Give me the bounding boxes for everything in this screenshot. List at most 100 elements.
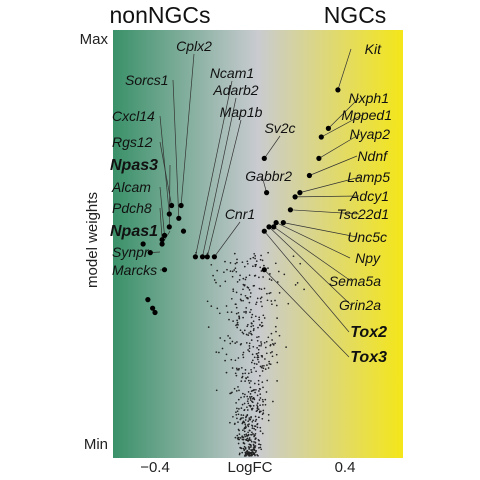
background-point bbox=[256, 394, 259, 397]
background-point bbox=[256, 423, 259, 426]
background-point bbox=[250, 322, 253, 325]
background-point bbox=[240, 417, 243, 419]
background-point bbox=[252, 404, 255, 407]
background-point bbox=[235, 413, 238, 416]
background-point bbox=[262, 367, 265, 370]
background-point bbox=[262, 276, 264, 278]
background-point bbox=[236, 258, 238, 261]
leader-line bbox=[337, 48, 352, 91]
background-point bbox=[253, 284, 256, 287]
background-point bbox=[249, 393, 252, 395]
background-point bbox=[278, 334, 281, 337]
background-point bbox=[254, 263, 257, 266]
background-point bbox=[248, 446, 251, 449]
highlighted-point bbox=[169, 202, 175, 209]
background-point bbox=[236, 437, 239, 439]
background-point bbox=[261, 370, 264, 372]
background-point bbox=[267, 251, 269, 254]
background-point bbox=[257, 335, 260, 338]
background-point bbox=[252, 256, 255, 259]
background-point bbox=[271, 339, 273, 341]
background-point bbox=[274, 342, 276, 345]
highlighted-point bbox=[280, 220, 286, 226]
background-point bbox=[244, 435, 247, 438]
background-point bbox=[269, 363, 272, 366]
background-point bbox=[268, 278, 271, 280]
background-point bbox=[265, 391, 268, 393]
background-point bbox=[263, 364, 265, 367]
background-point bbox=[257, 379, 260, 382]
background-point bbox=[231, 275, 234, 278]
background-point bbox=[271, 303, 273, 306]
background-point bbox=[274, 325, 277, 328]
background-point bbox=[254, 425, 256, 427]
background-point bbox=[253, 382, 256, 385]
background-point bbox=[242, 356, 245, 359]
background-point bbox=[267, 336, 270, 339]
background-point bbox=[242, 351, 245, 354]
background-point bbox=[235, 312, 238, 315]
background-point bbox=[215, 281, 217, 284]
gene-label: Synpr bbox=[112, 244, 150, 260]
background-point bbox=[267, 367, 270, 369]
background-point bbox=[251, 420, 254, 423]
background-point bbox=[258, 410, 261, 413]
highlighted-point bbox=[204, 254, 210, 260]
background-point bbox=[215, 351, 218, 353]
background-point bbox=[228, 318, 230, 321]
highlighted-point bbox=[266, 224, 272, 230]
highlighted-point bbox=[335, 87, 341, 93]
background-point bbox=[243, 311, 245, 313]
background-point bbox=[251, 424, 253, 427]
background-point bbox=[247, 425, 250, 428]
leader-line bbox=[318, 133, 361, 159]
background-point bbox=[257, 454, 259, 457]
background-point bbox=[259, 397, 262, 399]
background-point bbox=[247, 349, 249, 351]
background-point bbox=[234, 372, 237, 375]
gene-label: Rgs12 bbox=[112, 134, 153, 150]
background-point bbox=[299, 262, 302, 265]
background-point bbox=[264, 368, 267, 370]
background-point bbox=[225, 353, 228, 356]
gene-label: Unc5c bbox=[347, 229, 387, 245]
background-point bbox=[259, 374, 261, 377]
background-point bbox=[245, 451, 248, 453]
background-point bbox=[254, 255, 257, 257]
background-point bbox=[250, 339, 253, 341]
background-point bbox=[248, 437, 251, 439]
background-point bbox=[258, 387, 261, 390]
background-point bbox=[244, 380, 246, 382]
background-point bbox=[267, 413, 270, 416]
background-point bbox=[248, 289, 251, 291]
y-axis-label: model weights bbox=[84, 192, 101, 288]
background-point bbox=[229, 342, 232, 345]
background-point bbox=[257, 358, 259, 361]
background-point bbox=[238, 453, 241, 456]
gene-label: Nxph1 bbox=[349, 90, 389, 106]
background-point bbox=[246, 414, 249, 417]
background-point bbox=[246, 376, 249, 378]
background-point bbox=[257, 326, 259, 329]
background-point bbox=[296, 282, 299, 284]
gene-label: Sorcs1 bbox=[125, 72, 169, 88]
background-point bbox=[240, 396, 242, 399]
highlighted-point bbox=[306, 172, 312, 179]
background-point bbox=[240, 414, 243, 416]
background-point bbox=[249, 396, 251, 398]
background-point bbox=[258, 276, 260, 279]
background-point bbox=[249, 397, 252, 400]
y-tick-max: Max bbox=[80, 31, 109, 48]
background-point bbox=[249, 386, 252, 389]
leader-line bbox=[309, 155, 358, 176]
background-point bbox=[215, 389, 218, 392]
background-point bbox=[234, 262, 237, 265]
background-point bbox=[229, 270, 232, 272]
background-point bbox=[274, 299, 276, 302]
background-point bbox=[275, 330, 277, 333]
background-point bbox=[213, 279, 216, 281]
background-point bbox=[238, 408, 240, 410]
background-point bbox=[252, 449, 255, 451]
highlighted-point bbox=[166, 224, 172, 230]
